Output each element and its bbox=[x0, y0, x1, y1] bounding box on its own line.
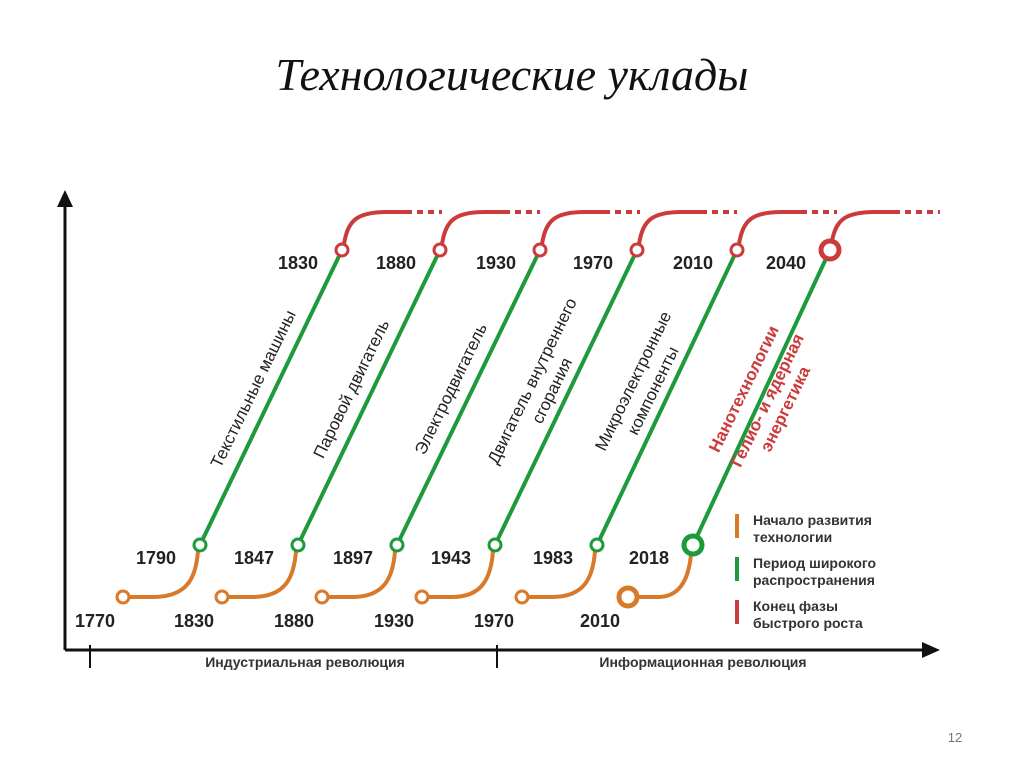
spread-node bbox=[589, 537, 605, 553]
end-curve bbox=[830, 210, 900, 242]
start-node bbox=[314, 589, 330, 605]
start-curve bbox=[328, 550, 397, 599]
end-curve bbox=[637, 210, 707, 245]
y-arrow bbox=[57, 190, 73, 207]
wave-label: Текстильные машины bbox=[207, 307, 300, 471]
spread-year: 2018 bbox=[629, 548, 669, 568]
end-curve bbox=[737, 210, 807, 245]
end-year: 1970 bbox=[573, 253, 613, 273]
start-node bbox=[514, 589, 530, 605]
end-year: 1880 bbox=[376, 253, 416, 273]
spread-node bbox=[681, 533, 705, 557]
legend-label: быстрого роста bbox=[753, 615, 863, 631]
start-year: 1770 bbox=[75, 611, 115, 631]
end-year: 1930 bbox=[476, 253, 516, 273]
end-year: 2010 bbox=[673, 253, 713, 273]
spread-node bbox=[487, 537, 503, 553]
wave-label: НанотехнологииГелио- и ядернаяэнергетика bbox=[704, 319, 826, 478]
spread-line bbox=[198, 249, 344, 546]
spread-year: 1790 bbox=[136, 548, 176, 568]
start-curve bbox=[428, 550, 495, 599]
spread-line bbox=[595, 249, 739, 546]
slide-title: Технологические уклады bbox=[276, 49, 749, 100]
spread-line bbox=[493, 249, 639, 546]
start-curve bbox=[129, 550, 200, 599]
spread-line bbox=[395, 249, 542, 546]
legend-label: Начало развития bbox=[753, 512, 872, 528]
spread-line bbox=[296, 249, 442, 546]
start-node bbox=[214, 589, 230, 605]
spread-year: 1897 bbox=[333, 548, 373, 568]
spread-line bbox=[691, 249, 832, 546]
end-curve bbox=[540, 210, 610, 245]
start-year: 1880 bbox=[274, 611, 314, 631]
spread-year: 1983 bbox=[533, 548, 573, 568]
revolution-label: Индустриальная революция bbox=[205, 654, 405, 670]
axes bbox=[57, 190, 940, 668]
revolution-label: Информационная революция bbox=[599, 654, 806, 670]
end-year: 2040 bbox=[766, 253, 806, 273]
spread-node bbox=[290, 537, 306, 553]
wave-label: Микроэлектронныекомпоненты bbox=[591, 308, 695, 463]
end-node bbox=[532, 242, 548, 258]
x-arrow bbox=[922, 642, 940, 658]
end-node bbox=[818, 238, 842, 262]
wave-label-line: Паровой двигатель bbox=[310, 316, 394, 461]
start-year: 1930 bbox=[374, 611, 414, 631]
spread-node bbox=[192, 537, 208, 553]
legend-label: Период широкого bbox=[753, 555, 876, 571]
start-node bbox=[414, 589, 430, 605]
start-node bbox=[616, 585, 640, 609]
end-curve bbox=[440, 210, 510, 245]
end-node bbox=[432, 242, 448, 258]
end-node bbox=[629, 242, 645, 258]
end-node bbox=[729, 242, 745, 258]
start-curve bbox=[228, 550, 298, 599]
page-number: 12 bbox=[948, 730, 962, 745]
start-year: 1970 bbox=[474, 611, 514, 631]
wave-label: Паровой двигатель bbox=[310, 316, 394, 461]
legend-label: технологии bbox=[753, 529, 832, 545]
start-curve bbox=[637, 553, 693, 599]
spread-year: 1943 bbox=[431, 548, 471, 568]
start-node bbox=[115, 589, 131, 605]
end-curve bbox=[342, 210, 412, 245]
start-year: 2010 bbox=[580, 611, 620, 631]
end-node bbox=[334, 242, 350, 258]
wave-label-line: Текстильные машины bbox=[207, 307, 300, 471]
start-year: 1830 bbox=[174, 611, 214, 631]
legend-label: Конец фазы bbox=[753, 598, 838, 614]
spread-year: 1847 bbox=[234, 548, 274, 568]
spread-node bbox=[389, 537, 405, 553]
end-year: 1830 bbox=[278, 253, 318, 273]
start-curve bbox=[528, 550, 597, 599]
legend-label: распространения bbox=[753, 572, 875, 588]
